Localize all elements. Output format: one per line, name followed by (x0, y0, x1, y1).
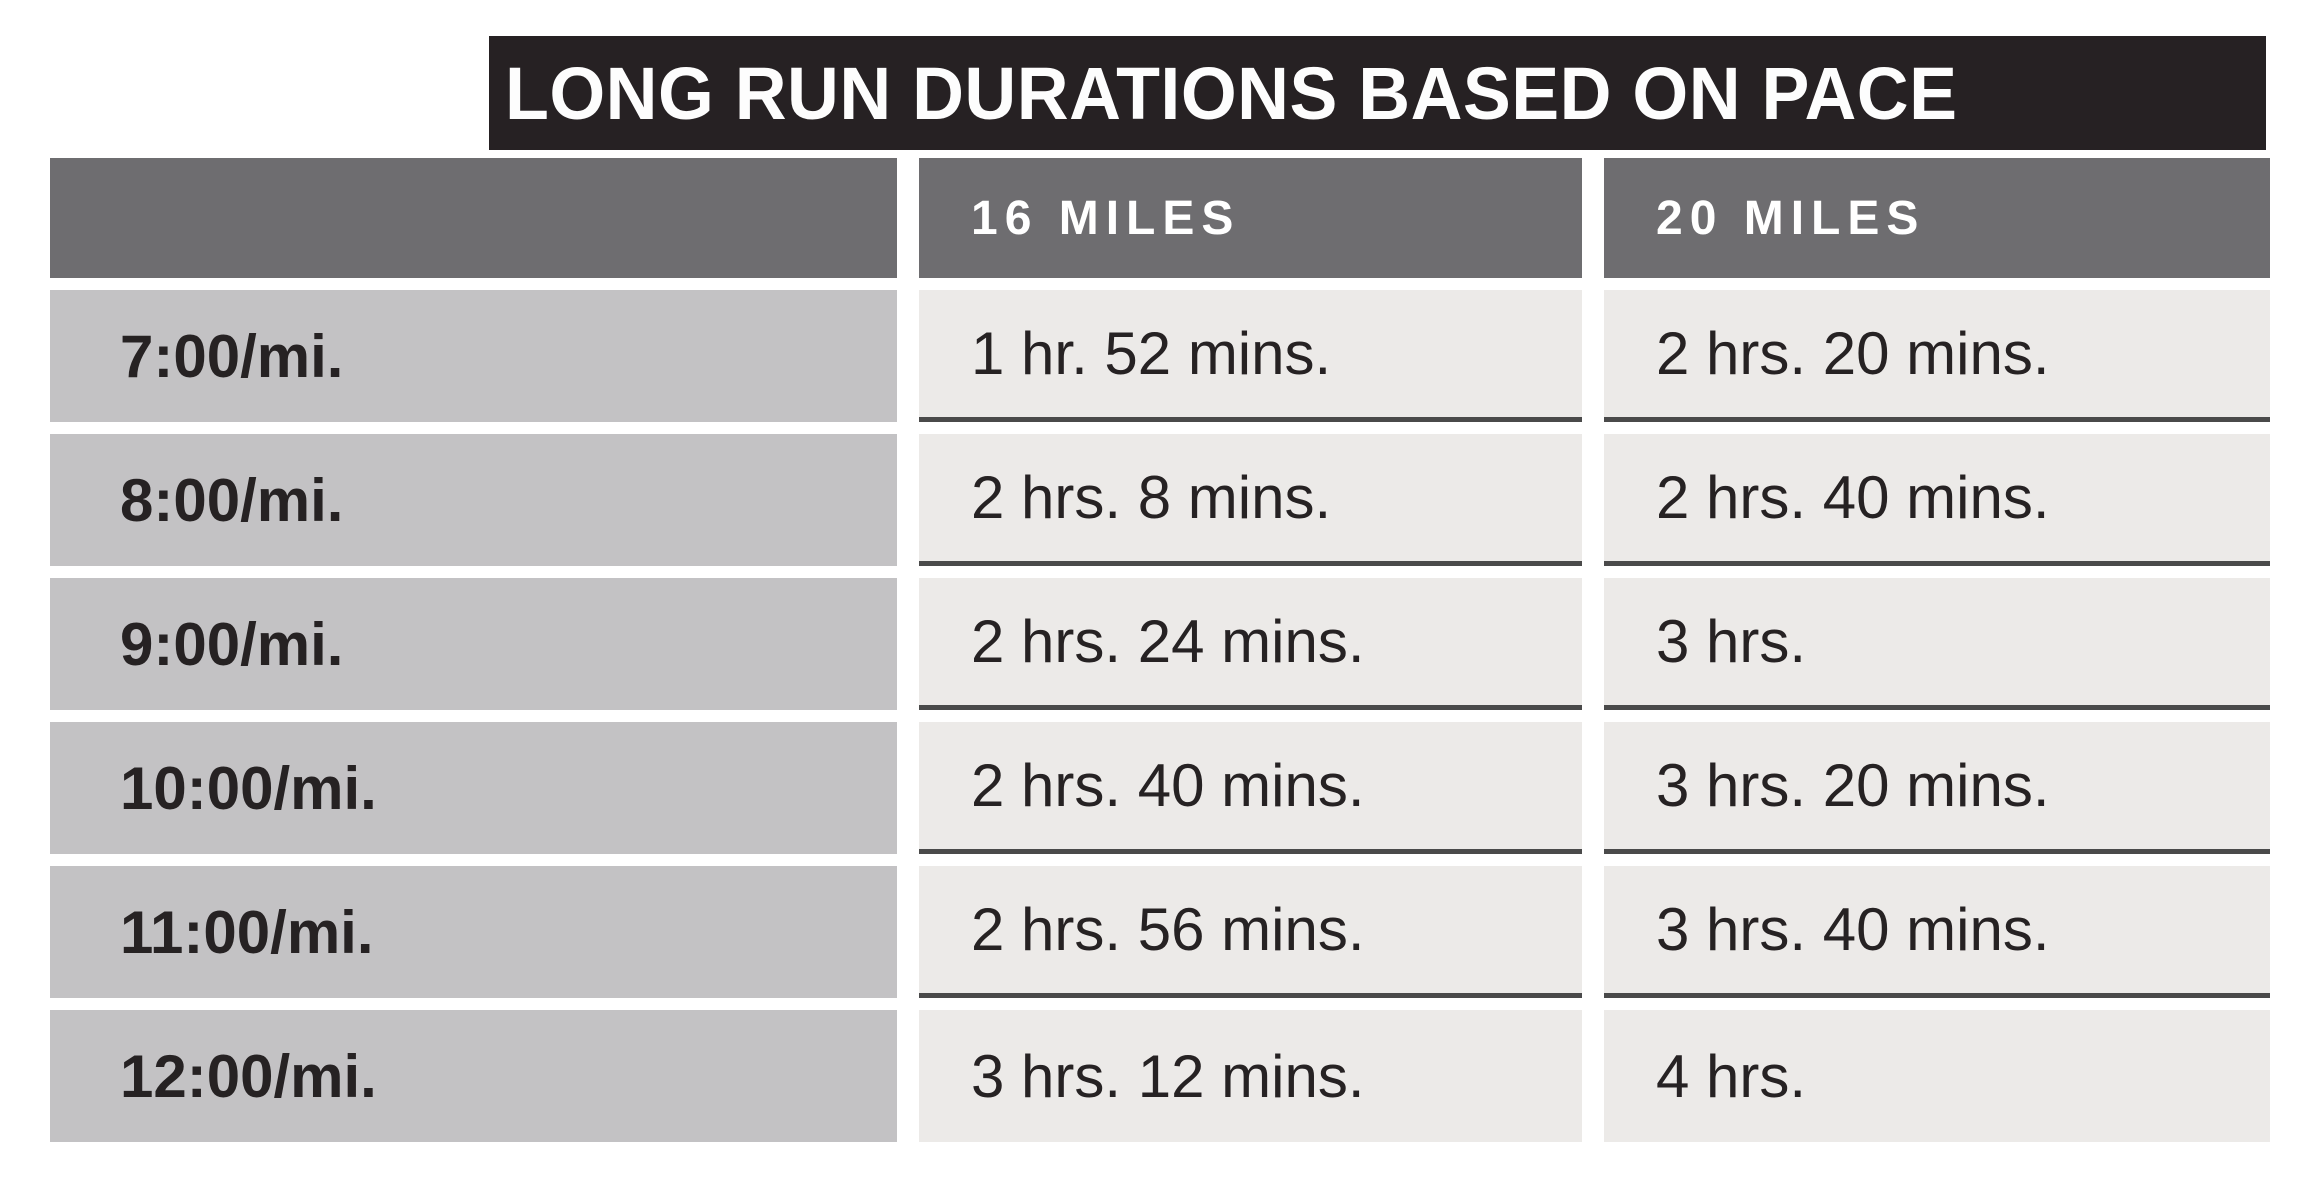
pace-cell: 10:00/mi. (50, 722, 897, 854)
duration-16-cell: 2 hrs. 56 mins. (919, 866, 1582, 998)
header-16-miles: 16 MILES (919, 158, 1582, 278)
header-20-miles: 20 MILES (1604, 158, 2270, 278)
duration-20-cell: 2 hrs. 20 mins. (1604, 290, 2270, 422)
header-pace-blank (50, 158, 897, 278)
title-bar: LONG RUN DURATIONS BASED ON PACE (489, 36, 2266, 150)
duration-20-cell: 4 hrs. (1604, 1010, 2270, 1142)
pace-cell: 9:00/mi. (50, 578, 897, 710)
duration-20-cell: 2 hrs. 40 mins. (1604, 434, 2270, 566)
duration-16-cell: 2 hrs. 24 mins. (919, 578, 1582, 710)
duration-16-cell: 1 hr. 52 mins. (919, 290, 1582, 422)
duration-16-cell: 2 hrs. 8 mins. (919, 434, 1582, 566)
duration-16-cell: 3 hrs. 12 mins. (919, 1010, 1582, 1142)
duration-20-cell: 3 hrs. (1604, 578, 2270, 710)
pace-cell: 11:00/mi. (50, 866, 897, 998)
pace-cell: 7:00/mi. (50, 290, 897, 422)
duration-16-cell: 2 hrs. 40 mins. (919, 722, 1582, 854)
pace-duration-table: 16 MILES 20 MILES 7:00/mi. 1 hr. 52 mins… (50, 158, 2270, 1142)
duration-20-cell: 3 hrs. 20 mins. (1604, 722, 2270, 854)
pace-cell: 12:00/mi. (50, 1010, 897, 1142)
page-title: LONG RUN DURATIONS BASED ON PACE (505, 51, 1958, 135)
pace-cell: 8:00/mi. (50, 434, 897, 566)
duration-20-cell: 3 hrs. 40 mins. (1604, 866, 2270, 998)
